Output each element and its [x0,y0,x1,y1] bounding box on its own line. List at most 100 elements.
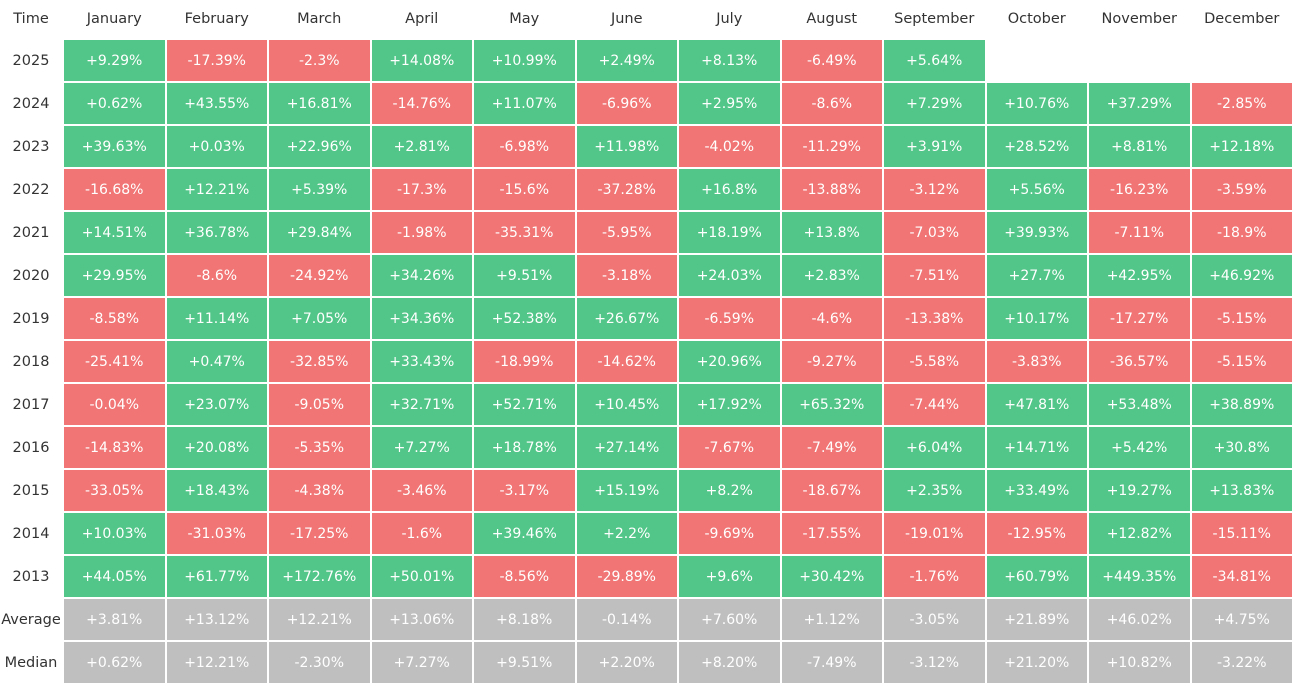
return-cell: +32.71% [371,384,472,425]
row-label: 2024 [12,95,50,112]
column-header: December [1204,11,1280,27]
return-cell: +61.77% [166,556,267,597]
return-cell: +2.49% [576,40,677,81]
column-header: November [1101,11,1177,27]
return-cell: +5.42% [1089,427,1190,468]
return-cell: +10.99% [474,40,575,81]
row-label: 2017 [12,396,50,413]
return-cell: +0.47% [166,341,267,382]
return-cell: -8.6% [781,83,882,124]
return-cell: -17.25% [269,513,370,554]
return-cell: -13.88% [781,169,882,210]
return-cell: +30.42% [781,556,882,597]
return-cell: -29.89% [576,556,677,597]
return-cell: -2.3% [269,40,370,81]
return-cell: -3.59% [1191,169,1292,210]
return-cell: +10.17% [986,298,1087,339]
return-cell: +6.04% [884,427,985,468]
return-cell: -17.55% [781,513,882,554]
return-cell: -3.17% [474,470,575,511]
return-cell: -9.27% [781,341,882,382]
return-cell: +46.92% [1191,255,1292,296]
return-cell: -3.12% [884,169,985,210]
return-cell: +12.21% [166,169,267,210]
column-header: July [716,11,743,27]
return-cell: -5.15% [1191,341,1292,382]
return-cell: +52.38% [474,298,575,339]
return-cell: -6.49% [781,40,882,81]
return-cell: +2.95% [679,83,780,124]
return-cell: -18.67% [781,470,882,511]
return-cell: -32.85% [269,341,370,382]
summary-cell: +21.89% [986,599,1087,640]
return-cell: -7.51% [884,255,985,296]
return-cell: +16.81% [269,83,370,124]
return-cell: +44.05% [64,556,165,597]
return-cell: +27.7% [986,255,1087,296]
return-cell: +43.55% [166,83,267,124]
return-cell: +16.8% [679,169,780,210]
return-cell: +172.76% [269,556,370,597]
return-cell: -6.96% [576,83,677,124]
return-cell: +5.56% [986,169,1087,210]
row-label: 2021 [12,224,50,241]
row-label: Median [4,654,58,671]
return-cell: +36.78% [166,212,267,253]
return-cell: -5.95% [576,212,677,253]
summary-cell: +1.12% [781,599,882,640]
return-cell: -4.6% [781,298,882,339]
return-cell: +11.98% [576,126,677,167]
return-cell: +3.91% [884,126,985,167]
return-cell: -14.62% [576,341,677,382]
summary-cell: +13.12% [166,599,267,640]
return-cell: -5.58% [884,341,985,382]
return-cell: +52.71% [474,384,575,425]
return-cell: -5.35% [269,427,370,468]
summary-cell: +2.20% [576,642,677,683]
return-cell: -25.41% [64,341,165,382]
return-cell: -1.76% [884,556,985,597]
return-cell: +2.83% [781,255,882,296]
return-cell: +28.52% [986,126,1087,167]
summary-cell: +8.18% [474,599,575,640]
return-cell: -34.81% [1191,556,1292,597]
return-cell: +7.29% [884,83,985,124]
return-cell: +5.64% [884,40,985,81]
return-cell: +26.67% [576,298,677,339]
column-header: June [610,11,643,27]
return-cell: +10.45% [576,384,677,425]
return-cell: +60.79% [986,556,1087,597]
summary-cell: +21.20% [986,642,1087,683]
return-cell: +2.81% [371,126,472,167]
return-cell: +7.05% [269,298,370,339]
return-cell: +15.19% [576,470,677,511]
return-cell: -19.01% [884,513,985,554]
return-cell: +11.14% [166,298,267,339]
return-cell: +24.03% [679,255,780,296]
summary-cell: -3.12% [884,642,985,683]
return-cell: -17.3% [371,169,472,210]
return-cell: -6.59% [679,298,780,339]
return-cell: -7.49% [781,427,882,468]
return-cell: -13.38% [884,298,985,339]
column-header: March [297,11,342,27]
column-header: August [806,11,858,27]
return-cell: -12.95% [986,513,1087,554]
return-cell: -8.56% [474,556,575,597]
return-cell: -14.83% [64,427,165,468]
return-cell: +27.14% [576,427,677,468]
return-cell: +14.71% [986,427,1087,468]
return-cell: +5.39% [269,169,370,210]
return-cell: +19.27% [1089,470,1190,511]
return-cell: +8.13% [679,40,780,81]
return-cell: +13.8% [781,212,882,253]
summary-cell: +12.21% [269,599,370,640]
row-label: Average [1,611,61,628]
return-cell: -4.38% [269,470,370,511]
return-cell: +33.49% [986,470,1087,511]
return-cell: -9.05% [269,384,370,425]
row-label: 2020 [12,267,50,284]
summary-cell: -3.05% [884,599,985,640]
